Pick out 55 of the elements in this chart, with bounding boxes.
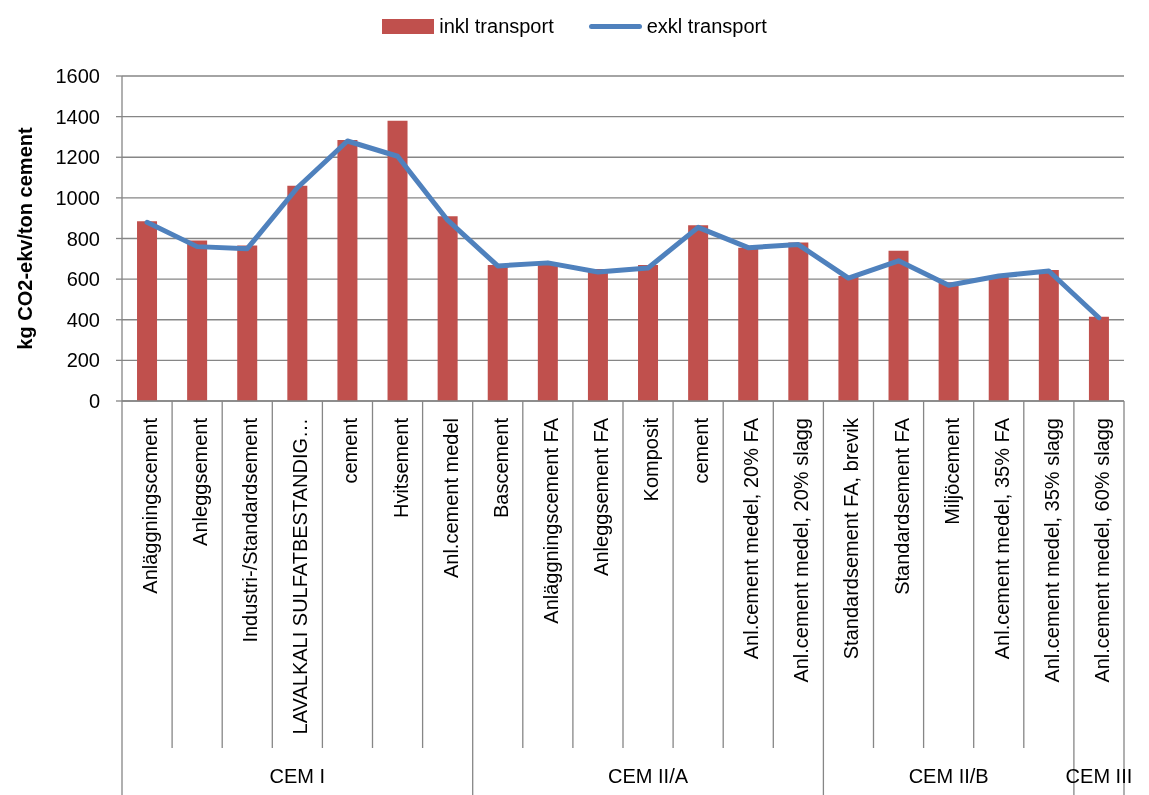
x-tick-label: cement xyxy=(339,417,362,484)
x-tick-label: Komposit xyxy=(640,417,663,502)
text: CEM I xyxy=(269,765,326,787)
x-tick-label: Anläggningscement FA xyxy=(539,417,562,624)
x-tick-label: Anl.cement medel, 20% FA xyxy=(740,417,763,660)
bar xyxy=(487,264,508,401)
text: CEM III xyxy=(1065,765,1133,787)
y-tick-label: 1200 xyxy=(55,146,100,169)
x-tick-label: Anläggningscement xyxy=(139,417,162,594)
x-tick-label: Anl.cement medel xyxy=(439,418,462,579)
bar xyxy=(688,225,709,401)
y-tick-label: 400 xyxy=(66,308,100,331)
x-tick-label: Anl.cement medel, 60% slagg xyxy=(1090,418,1113,683)
x-tick-label: Anleggsement xyxy=(189,417,212,546)
x-tick-label: Hvitsement xyxy=(389,417,412,519)
y-tick-label: 1600 xyxy=(55,65,100,88)
y-tick-label: 0 xyxy=(88,390,100,413)
bar xyxy=(888,250,909,401)
x-tick-label: Anl.cement medel, 20% slagg xyxy=(790,418,813,683)
y-axis-title: kg CO2-ekv/ton cement xyxy=(14,127,36,350)
x-tick-label: LAVALKALI SULFATBESTANDIG… xyxy=(289,418,312,735)
legend-label: exkl transport xyxy=(646,15,767,37)
x-tick-label: Anleggsement FA xyxy=(589,417,612,576)
bar xyxy=(287,185,308,401)
x-tick-label: Anl.cement medel, 35% FA xyxy=(990,417,1013,660)
x-tick-label: cement xyxy=(690,417,713,484)
y-tick-label: 600 xyxy=(66,268,100,291)
x-tick-label: Industri-/Standardsement xyxy=(239,417,262,643)
bar xyxy=(137,221,158,401)
bar xyxy=(187,240,208,401)
x-tick-label: Anl.cement medel, 35% slagg xyxy=(1040,418,1063,683)
x-tick-label: Bascement xyxy=(489,417,512,519)
y-tick-label: 1400 xyxy=(55,105,100,128)
bar xyxy=(1088,316,1109,401)
x-tick-label: Standardsement FA, brevik xyxy=(840,417,863,660)
y-tick-label: 200 xyxy=(66,349,100,372)
y-tick-label: 800 xyxy=(66,227,100,250)
bar xyxy=(988,276,1009,401)
x-tick-label: Miljöcement xyxy=(940,417,963,525)
bar xyxy=(337,139,358,401)
bar xyxy=(788,242,809,401)
bar xyxy=(387,120,408,401)
y-tick-label: 1000 xyxy=(55,186,100,209)
text: CEM II/B xyxy=(908,765,989,787)
bar xyxy=(437,216,458,401)
x-tick-label: Standardsement FA xyxy=(890,417,913,595)
legend-label: inkl transport xyxy=(439,15,554,37)
bar xyxy=(537,263,558,401)
bar xyxy=(1038,269,1059,401)
bar xyxy=(638,264,659,401)
bar xyxy=(738,247,759,401)
bar xyxy=(938,282,959,401)
bar xyxy=(838,276,859,401)
text: CEM II/A xyxy=(608,765,689,787)
bar xyxy=(237,245,258,401)
